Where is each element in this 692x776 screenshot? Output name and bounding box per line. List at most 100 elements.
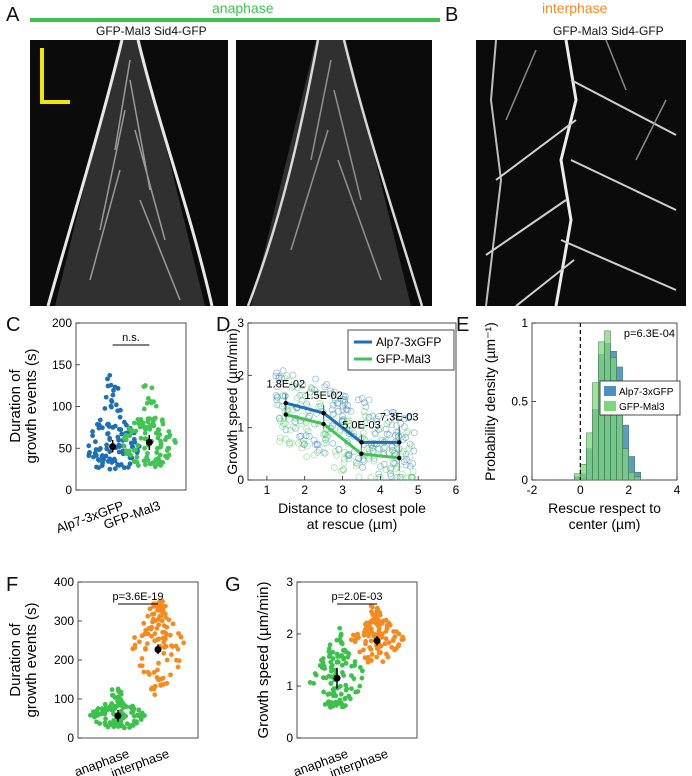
scatter-point: [330, 410, 338, 417]
data-point: [115, 686, 121, 692]
series-marker: [397, 440, 402, 445]
data-point: [374, 654, 380, 660]
histogram-bar: [574, 473, 581, 481]
scatter-point: [354, 460, 362, 468]
mean-marker: [109, 443, 117, 451]
chart-E-xlabel: Rescue respect to: [548, 500, 661, 516]
chart-C-ylabel: growth events (s): [23, 348, 40, 463]
data-point: [373, 620, 378, 626]
scatter-point: [339, 418, 347, 425]
data-point: [105, 431, 110, 437]
data-point: [149, 633, 154, 639]
scatter-point: [302, 432, 310, 439]
data-point: [117, 414, 123, 420]
data-point: [174, 657, 179, 663]
scatter-point: [346, 420, 354, 428]
series-marker: [321, 421, 326, 427]
data-point: [368, 647, 374, 652]
scatter-point: [288, 384, 296, 391]
scatter-point: [323, 433, 331, 441]
data-point: [160, 459, 166, 465]
data-point: [110, 692, 116, 698]
data-point: [349, 673, 354, 679]
scatter-point: [338, 416, 346, 424]
data-point: [145, 450, 150, 456]
data-point: [170, 621, 176, 627]
chart-C-ytick-label: 50: [59, 441, 73, 455]
scatter-point: [311, 386, 318, 394]
scatter-point: [405, 473, 413, 481]
panel-letter-b: B: [445, 4, 459, 26]
data-point: [161, 629, 167, 635]
chart-D-ylabel: Growth speed (µm/min): [224, 328, 240, 475]
data-point: [380, 659, 386, 665]
data-point: [158, 682, 164, 687]
kymograph-anaphase-1: [30, 40, 228, 306]
data-point: [328, 704, 333, 710]
data-point: [137, 639, 142, 645]
data-point: [399, 637, 405, 643]
data-point: [331, 693, 336, 699]
scatter-point: [272, 392, 280, 399]
data-point: [131, 436, 137, 442]
data-point: [154, 450, 160, 455]
kymograph-interphase-image: [485, 40, 677, 306]
scatter-point: [299, 439, 307, 447]
scatter-point: [344, 406, 351, 414]
scatter-point: [338, 417, 346, 425]
chart-E-ytick-label: 0: [521, 473, 528, 487]
data-point: [109, 687, 115, 693]
scatter-point: [299, 381, 307, 389]
data-point: [92, 450, 98, 456]
data-point: [114, 703, 120, 709]
data-point: [352, 637, 358, 643]
scatter-point: [409, 473, 416, 481]
data-point: [156, 660, 161, 666]
data-point: [114, 720, 120, 725]
chart-E-xtick-label: 2: [625, 483, 632, 497]
scatter-point: [301, 440, 308, 448]
data-point: [154, 445, 160, 451]
data-point: [161, 640, 167, 645]
data-point: [365, 656, 371, 662]
data-point: [153, 430, 159, 436]
data-point: [330, 687, 336, 693]
data-point: [139, 633, 145, 639]
chart-C-ytick-label: 0: [65, 483, 72, 497]
data-point: [141, 669, 147, 675]
scatter-point: [311, 391, 319, 399]
data-point: [357, 649, 363, 655]
data-point: [369, 629, 375, 635]
scatter-point: [345, 417, 353, 425]
data-point: [94, 719, 99, 725]
data-point: [343, 660, 349, 666]
data-point: [152, 415, 158, 421]
data-point: [338, 691, 344, 697]
chart-E-annotation: p=6.3E-04: [624, 328, 675, 340]
scatter-point: [339, 402, 347, 410]
pvalue-label: 7.3E-03: [380, 412, 419, 424]
scatter-point: [393, 422, 400, 429]
chart-D-ytick-label: 2: [237, 368, 244, 382]
data-point: [131, 420, 137, 426]
scatter-point: [380, 461, 388, 468]
data-point: [127, 725, 132, 730]
scatter-point: [339, 406, 347, 413]
data-point: [166, 429, 172, 434]
data-point: [140, 420, 146, 426]
data-point: [141, 620, 147, 626]
data-point: [167, 632, 173, 638]
data-point: [158, 608, 163, 614]
scatter-point: [276, 415, 284, 423]
chart-C-ytick-label: 150: [52, 358, 72, 372]
data-point: [178, 634, 184, 640]
data-point: [142, 445, 147, 451]
data-point: [111, 456, 117, 462]
data-point: [86, 443, 92, 449]
series-marker: [283, 400, 289, 406]
chart-F-ytick-label: 400: [54, 575, 74, 589]
scatter-point: [358, 421, 366, 429]
scatter-point: [320, 440, 328, 447]
scatter-point: [274, 393, 282, 401]
scatter-point: [331, 396, 339, 404]
